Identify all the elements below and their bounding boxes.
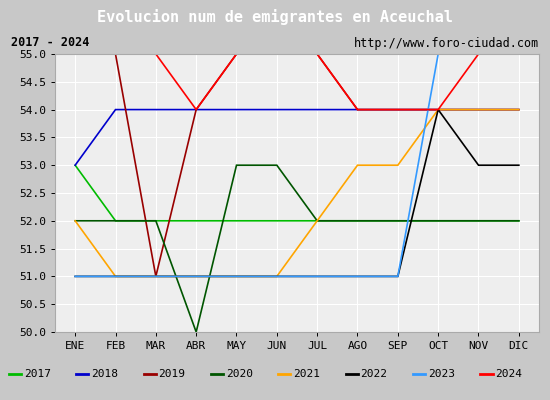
- Text: 2021: 2021: [293, 369, 320, 379]
- Text: 2017 - 2024: 2017 - 2024: [11, 36, 89, 50]
- Text: 2018: 2018: [91, 369, 118, 379]
- Text: 2017: 2017: [24, 369, 51, 379]
- Text: Evolucion num de emigrantes en Aceuchal: Evolucion num de emigrantes en Aceuchal: [97, 9, 453, 25]
- Text: 2020: 2020: [226, 369, 253, 379]
- Text: 2019: 2019: [158, 369, 185, 379]
- Text: 2024: 2024: [496, 369, 522, 379]
- Text: 2023: 2023: [428, 369, 455, 379]
- Text: 2022: 2022: [361, 369, 388, 379]
- Text: http://www.foro-ciudad.com: http://www.foro-ciudad.com: [354, 36, 539, 50]
